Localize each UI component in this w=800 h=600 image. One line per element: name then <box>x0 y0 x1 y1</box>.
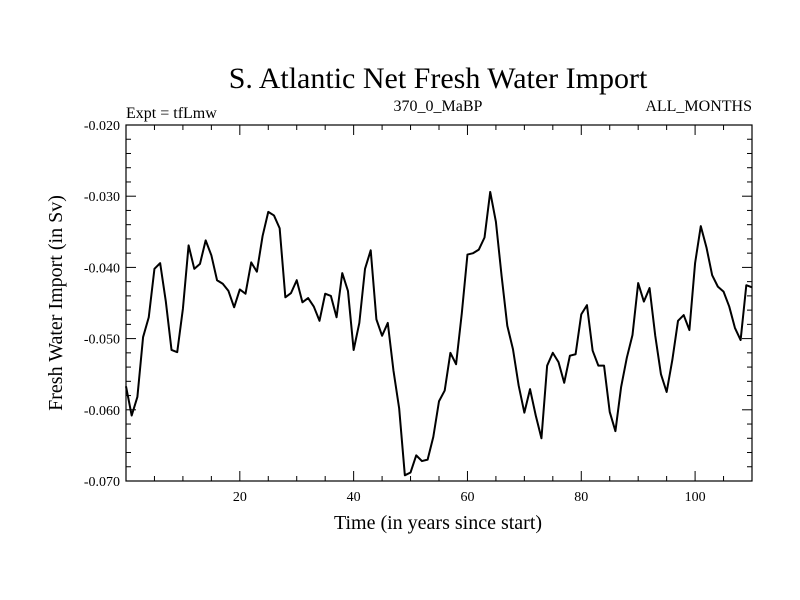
x-tick-label: 40 <box>347 490 361 505</box>
y-tick-label: -0.060 <box>84 404 120 419</box>
y-tick-label: -0.040 <box>84 261 120 276</box>
chart-subtitle-center: 370_0_MaBP <box>394 98 483 115</box>
y-axis: -0.070 -0.060 -0.050 -0.040 -0.030 -0.020 <box>84 119 752 490</box>
chart-subtitle-right: ALL_MONTHS <box>645 98 752 115</box>
y-tick-label: -0.050 <box>84 333 120 348</box>
y-tick-label: -0.030 <box>84 190 120 205</box>
y-tick-label: -0.020 <box>84 119 120 134</box>
plot-frame <box>125 124 753 482</box>
x-tick-label: 20 <box>233 490 247 505</box>
x-tick-label: 80 <box>574 490 588 505</box>
y-tick-label: -0.070 <box>84 475 120 490</box>
chart-title: S. Atlantic Net Fresh Water Import <box>229 62 648 95</box>
series-line-net-fresh-water-import <box>125 190 753 477</box>
x-tick-label: 60 <box>460 490 474 505</box>
chart-subtitle-left: Expt = tfLmw <box>126 105 217 122</box>
x-tick-label: 100 <box>685 490 706 505</box>
x-axis: 20 40 60 80 100 <box>153 125 725 505</box>
y-axis-label: Fresh Water Import (in Sv) <box>45 195 67 411</box>
x-axis-label: Time (in years since start) <box>334 512 542 534</box>
